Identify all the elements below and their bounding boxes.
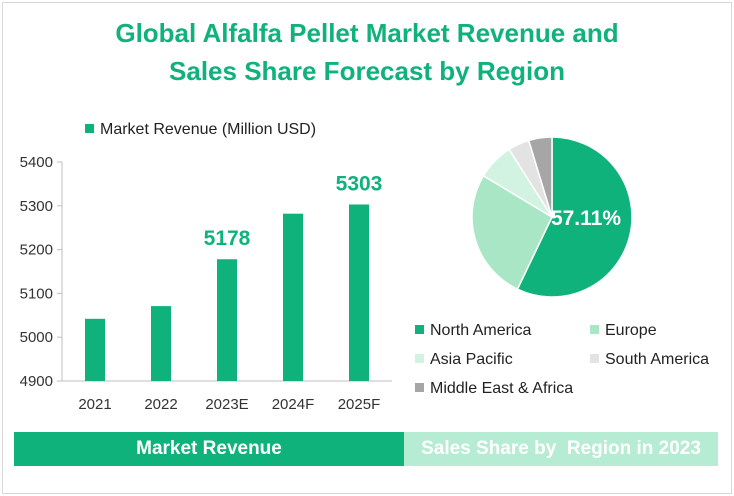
pie-slice-europe [471,174,553,291]
title-line-2: Sales Share Forecast by Region [169,56,565,86]
x-tick-label: 2021 [78,396,111,413]
pie-legend-swatch [415,325,424,334]
pie-slice-north-america [516,136,633,298]
footer-market-revenue: Market Revenue [14,432,404,466]
bar-data-label: 5178 [204,227,251,250]
pie-legend-label: South America [605,351,710,368]
y-tick-label: 5100 [20,285,53,302]
pie-legend-item: Middle East & Africa [415,380,573,398]
pie-legend-item: North America [415,322,531,340]
pie-legend-label: Middle East & Africa [430,380,574,397]
y-tick-label: 5000 [20,329,53,346]
bar-data-label: 5303 [336,172,383,195]
pie-slice-middle-east-africa [527,136,553,218]
x-tick-label: 2022 [144,396,177,413]
pie-data-label: 57.11% [551,207,621,230]
bar-legend-swatch [85,124,94,133]
pie-legend-item: Europe [590,322,657,340]
pie-legend-label: North America [430,322,532,339]
bar-legend: Market Revenue (Million USD) [85,121,316,139]
bar-2022 [151,306,171,381]
bar-2025f [349,204,369,381]
pie-legend-item: Asia Pacific [415,351,513,369]
title-line-1: Global Alfalfa Pellet Market Revenue and [115,18,619,48]
pie-legend-swatch [590,354,599,363]
x-tick-label: 2023E [205,396,248,413]
pie-legend-swatch [590,325,599,334]
pie-legend-swatch [415,354,424,363]
x-tick-label: 2024F [272,396,315,413]
y-tick-label: 5200 [20,242,53,259]
bar-2021 [85,318,105,381]
pie-legend-swatch [415,383,424,392]
x-tick-label: 2025F [338,396,381,413]
footer-sales-share: Sales Share by Region in 2023 [404,432,718,466]
y-tick-label: 5300 [20,198,53,215]
pie-legend-label: Asia Pacific [430,351,513,368]
bar-2023e [217,259,237,381]
chart-title: Global Alfalfa Pellet Market Revenue and… [0,14,734,90]
pie-legend-item: South America [590,351,709,369]
bar-2024f [283,213,303,381]
pie-legend-label: Europe [605,322,657,339]
y-tick-label: 4900 [20,373,53,390]
bar-legend-label: Market Revenue (Million USD) [100,121,317,138]
y-tick-label: 5400 [20,154,53,171]
